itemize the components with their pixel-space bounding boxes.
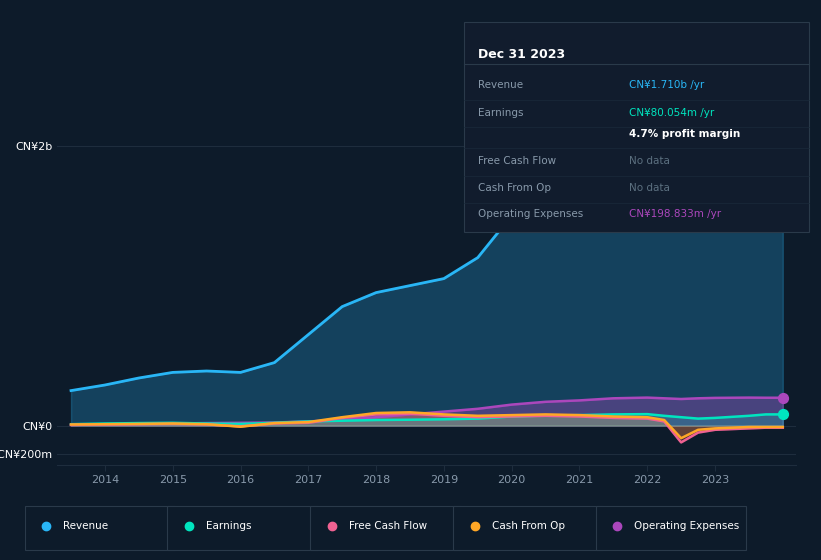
Text: CN¥198.833m /yr: CN¥198.833m /yr: [630, 208, 722, 218]
Text: Revenue: Revenue: [478, 81, 523, 90]
Text: Revenue: Revenue: [63, 521, 108, 531]
Text: Free Cash Flow: Free Cash Flow: [478, 156, 556, 166]
Text: Operating Expenses: Operating Expenses: [635, 521, 740, 531]
Text: No data: No data: [630, 183, 670, 193]
Text: Operating Expenses: Operating Expenses: [478, 208, 583, 218]
Point: [776, 181, 789, 190]
Text: Cash From Op: Cash From Op: [492, 521, 565, 531]
Text: Cash From Op: Cash From Op: [478, 183, 551, 193]
Text: CN¥1.710b /yr: CN¥1.710b /yr: [630, 81, 704, 90]
Text: CN¥80.054m /yr: CN¥80.054m /yr: [630, 108, 714, 118]
Text: No data: No data: [630, 156, 670, 166]
Text: 4.7% profit margin: 4.7% profit margin: [630, 129, 741, 139]
Text: Free Cash Flow: Free Cash Flow: [349, 521, 427, 531]
FancyBboxPatch shape: [596, 506, 746, 550]
Text: Dec 31 2023: Dec 31 2023: [478, 48, 565, 60]
FancyBboxPatch shape: [25, 506, 175, 550]
FancyBboxPatch shape: [310, 506, 461, 550]
FancyBboxPatch shape: [453, 506, 603, 550]
Text: Earnings: Earnings: [478, 108, 523, 118]
Point: [776, 410, 789, 419]
FancyBboxPatch shape: [167, 506, 318, 550]
Text: Earnings: Earnings: [206, 521, 251, 531]
Point: [776, 393, 789, 402]
